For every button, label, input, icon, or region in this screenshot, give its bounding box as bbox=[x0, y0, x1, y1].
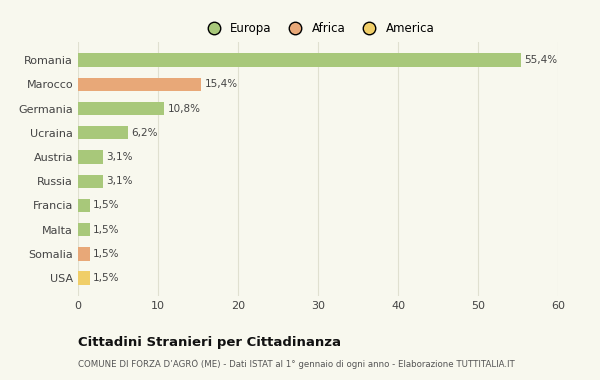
Bar bbox=[78, 199, 90, 212]
Text: 3,1%: 3,1% bbox=[106, 152, 133, 162]
Bar bbox=[78, 174, 103, 188]
Bar bbox=[78, 271, 90, 285]
Text: COMUNE DI FORZA D’AGRÒ (ME) - Dati ISTAT al 1° gennaio di ogni anno - Elaborazi: COMUNE DI FORZA D’AGRÒ (ME) - Dati ISTA… bbox=[78, 359, 515, 369]
Text: 15,4%: 15,4% bbox=[205, 79, 238, 89]
Text: 55,4%: 55,4% bbox=[524, 55, 557, 65]
Bar bbox=[78, 53, 521, 67]
Text: Cittadini Stranieri per Cittadinanza: Cittadini Stranieri per Cittadinanza bbox=[78, 336, 341, 349]
Text: 1,5%: 1,5% bbox=[93, 249, 120, 259]
Bar bbox=[78, 126, 128, 139]
Text: 3,1%: 3,1% bbox=[106, 176, 133, 186]
Bar bbox=[78, 150, 103, 164]
Text: 1,5%: 1,5% bbox=[93, 225, 120, 235]
Text: 1,5%: 1,5% bbox=[93, 273, 120, 283]
Bar bbox=[78, 247, 90, 261]
Bar bbox=[78, 78, 201, 91]
Bar bbox=[78, 102, 164, 115]
Bar bbox=[78, 223, 90, 236]
Legend: Europa, Africa, America: Europa, Africa, America bbox=[197, 17, 439, 40]
Text: 6,2%: 6,2% bbox=[131, 128, 157, 138]
Text: 10,8%: 10,8% bbox=[167, 103, 200, 114]
Text: 1,5%: 1,5% bbox=[93, 201, 120, 211]
